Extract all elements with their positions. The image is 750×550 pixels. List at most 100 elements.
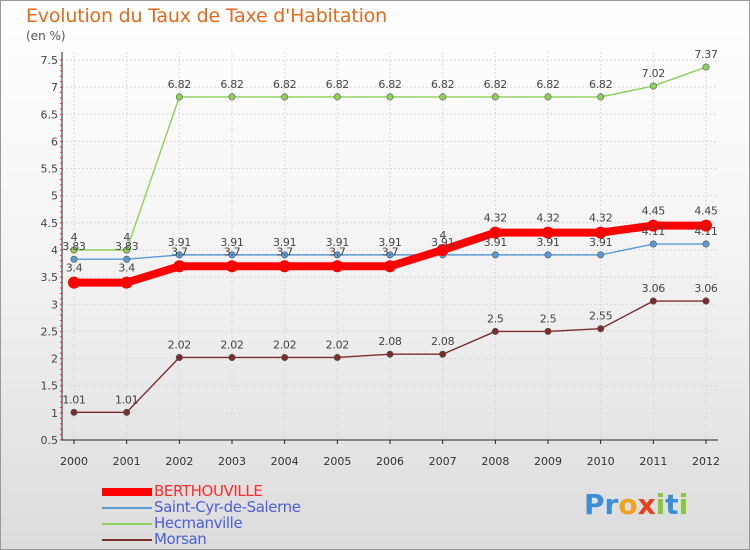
data-label: 6.82	[484, 78, 507, 91]
data-label: 3.91	[589, 236, 612, 249]
data-label: 4	[123, 231, 130, 244]
data-point	[544, 327, 552, 335]
data-label: 2.02	[273, 338, 296, 351]
y-tick-label: 2	[51, 353, 58, 366]
x-tick-label: 2007	[429, 455, 457, 468]
y-tick-label: 7	[51, 81, 58, 94]
legend-label: Morsan	[154, 530, 207, 548]
data-point	[647, 219, 660, 232]
data-label: 2.08	[378, 335, 402, 348]
data-label: 2.5	[487, 312, 504, 325]
data-label: 3.7	[382, 245, 399, 258]
data-point	[597, 93, 605, 101]
data-label: 7.02	[642, 67, 665, 80]
y-tick-label: 3.5	[41, 271, 59, 284]
data-label: 3.91	[326, 236, 349, 249]
data-point	[333, 353, 341, 361]
data-label: 6.82	[536, 78, 559, 91]
data-point	[123, 246, 131, 254]
x-tick-label: 2004	[271, 455, 299, 468]
data-point	[542, 226, 554, 239]
data-point	[439, 93, 447, 101]
data-point	[331, 260, 344, 273]
legend-swatch	[102, 488, 152, 496]
legend-item: Hecmanville	[102, 514, 362, 532]
data-label: 2.5	[540, 312, 557, 325]
data-point	[384, 260, 396, 273]
data-label: 3.06	[694, 282, 718, 295]
data-point	[228, 251, 236, 259]
y-tick-label: 7.5	[41, 54, 59, 67]
data-point	[226, 260, 238, 273]
data-point	[228, 93, 236, 101]
data-point	[597, 325, 605, 333]
data-point	[597, 251, 605, 259]
data-point	[544, 93, 552, 101]
data-point	[489, 226, 502, 239]
data-label: 2.55	[589, 310, 613, 323]
data-point	[333, 251, 341, 259]
x-tick-label: 2005	[323, 455, 351, 468]
data-point	[386, 251, 394, 259]
data-label: 6.82	[378, 78, 401, 91]
data-label: 3.91	[220, 236, 243, 249]
data-point	[491, 93, 499, 101]
data-point	[123, 408, 131, 416]
logo-letter: r	[604, 488, 619, 521]
data-label: 4.11	[642, 225, 665, 238]
data-point	[700, 219, 712, 232]
data-label: 4.32	[589, 212, 612, 225]
y-tick-label: 0.5	[41, 434, 59, 447]
data-point	[386, 350, 394, 358]
data-label: 7.37	[694, 48, 718, 61]
data-label: 3.7	[171, 245, 188, 258]
data-point	[175, 93, 183, 101]
data-point	[491, 251, 499, 259]
data-label: 4	[439, 229, 446, 242]
y-tick-label: 2.5	[41, 325, 59, 338]
data-label: 4.45	[642, 205, 666, 218]
data-point	[175, 353, 183, 361]
data-point	[702, 240, 710, 248]
data-point	[702, 297, 710, 305]
logo-letter: o	[618, 488, 638, 521]
x-tick-label: 2011	[639, 455, 667, 468]
data-label: 3.4	[66, 262, 83, 275]
data-label: 3.83	[115, 240, 139, 253]
data-point	[278, 260, 291, 273]
chart-title: Evolution du Taux de Taxe d'Habitation	[26, 5, 387, 27]
x-tick-label: 2009	[534, 455, 562, 468]
chart-subtitle: (en %)	[26, 29, 66, 43]
y-tick-label: 1	[51, 407, 58, 420]
legend-item: Saint-Cyr-de-Salerne	[102, 498, 362, 516]
data-point	[70, 255, 78, 263]
x-tick-label: 2008	[481, 455, 509, 468]
data-label: 1.01	[62, 393, 85, 406]
data-label: 3.91	[378, 236, 401, 249]
data-point	[281, 93, 289, 101]
legend-swatch	[102, 539, 152, 541]
x-tick-label: 2000	[60, 455, 88, 468]
data-label: 3.06	[642, 282, 666, 295]
data-point	[649, 297, 657, 305]
data-point	[702, 63, 710, 71]
data-label: 4.11	[694, 225, 717, 238]
logo-letter: i	[678, 488, 689, 521]
data-label: 6.82	[168, 78, 191, 91]
data-point	[70, 246, 78, 254]
x-tick-label: 2006	[376, 455, 404, 468]
data-point	[173, 260, 186, 273]
y-tick-label: 3	[51, 298, 58, 311]
logo-letter: x	[637, 488, 656, 521]
data-label: 3.91	[536, 236, 559, 249]
logo-letter: t	[665, 488, 679, 521]
data-label: 6.82	[589, 78, 612, 91]
y-tick-label: 6.5	[41, 108, 59, 121]
data-label: 4	[71, 231, 78, 244]
data-label: 3.7	[276, 245, 293, 258]
data-label: 1.01	[115, 393, 138, 406]
data-point	[281, 353, 289, 361]
logo-letter: P	[584, 488, 605, 521]
data-point	[333, 93, 341, 101]
